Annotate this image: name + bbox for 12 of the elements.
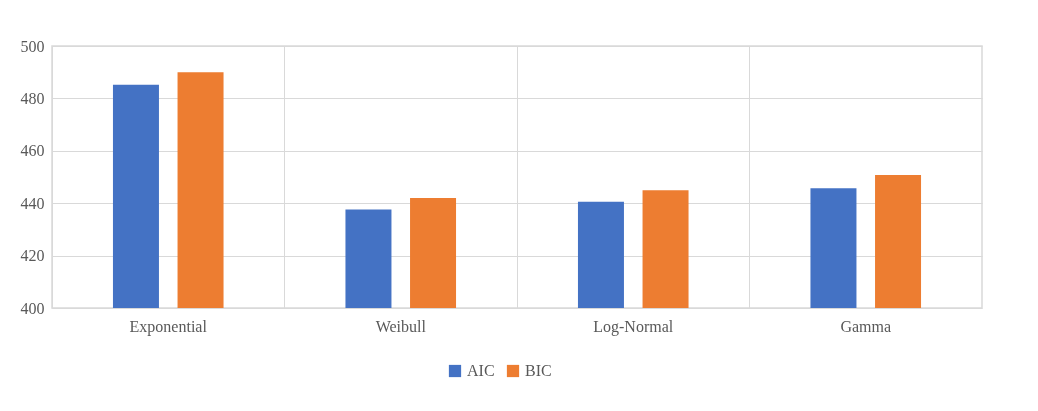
x-tick-label: Log-Normal [593, 317, 674, 336]
legend-label: BIC [525, 362, 552, 379]
y-tick-label: 460 [20, 142, 45, 160]
y-tick-label: 440 [20, 194, 45, 212]
legend-label: AIC [467, 362, 495, 379]
y-tick-label: 480 [20, 89, 45, 107]
y-tick-label: 420 [20, 247, 45, 265]
y-tick-label: 500 [20, 37, 45, 55]
x-tick-label: Gamma [840, 317, 892, 335]
x-tick-label: Weibull [375, 317, 427, 335]
x-tick-label: Exponential [129, 317, 208, 336]
y-tick-label: 400 [20, 299, 45, 317]
